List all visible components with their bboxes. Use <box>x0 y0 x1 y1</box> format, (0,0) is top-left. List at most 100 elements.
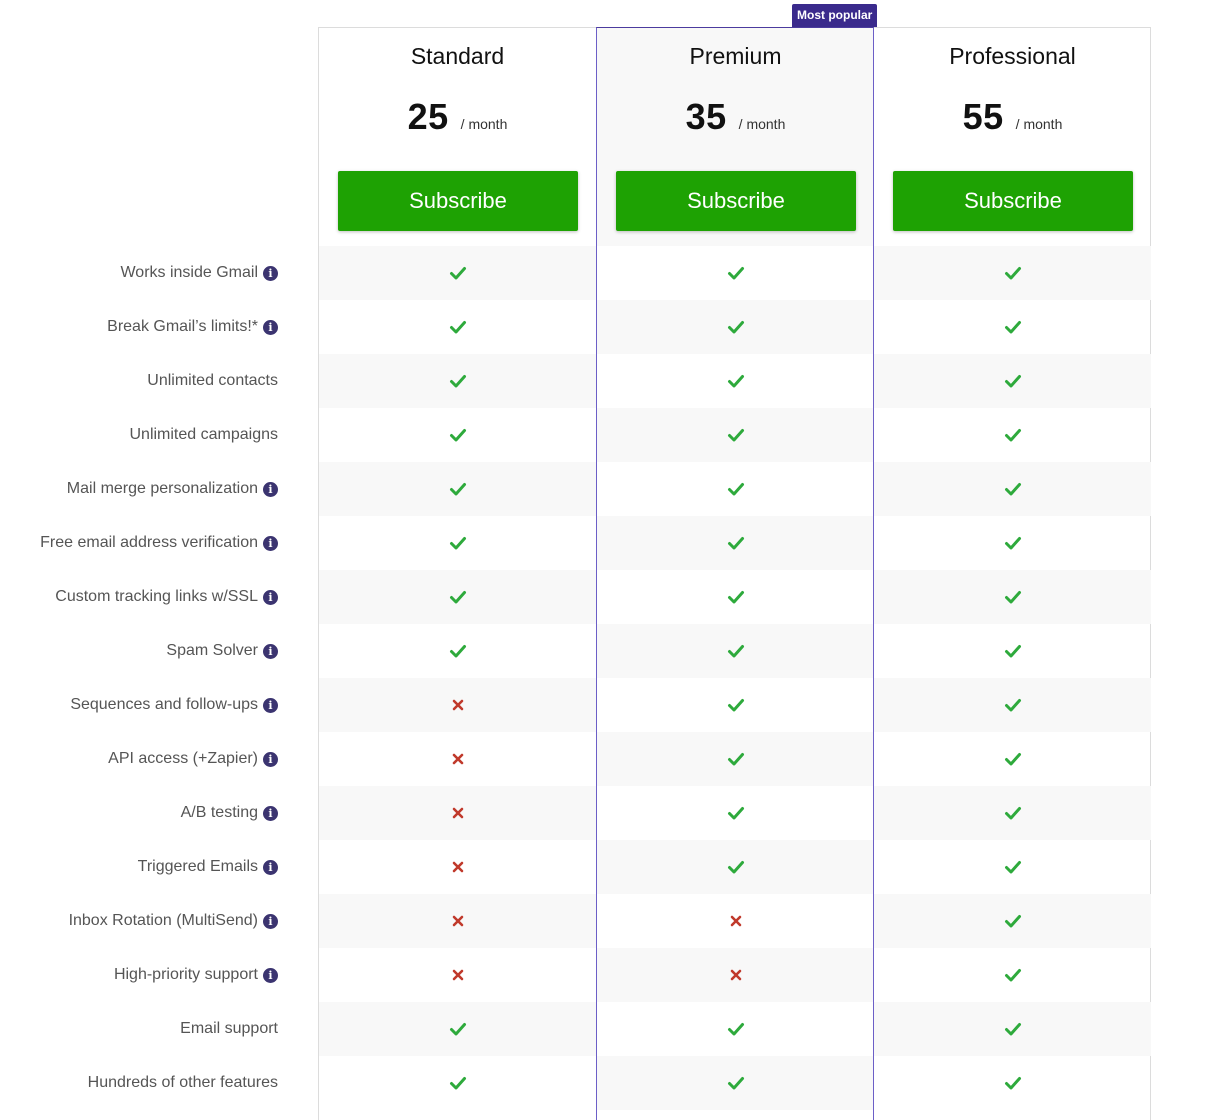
feature-cell-professional <box>874 408 1151 462</box>
feature-label: Sequences and follow-ups i <box>70 678 278 732</box>
feature-label-text: Free email address verification <box>40 534 258 551</box>
feature-label: Free email address verification i <box>40 516 278 570</box>
feature-cell-professional <box>874 354 1151 408</box>
feature-cell-standard <box>319 732 596 786</box>
feature-cell-standard <box>319 462 596 516</box>
plan-price: 25 / month <box>319 96 596 138</box>
feature-label: Email support <box>180 1002 278 1056</box>
feature-cell-premium <box>597 246 874 300</box>
feature-cell-standard <box>319 408 596 462</box>
cross-icon <box>730 969 742 981</box>
check-icon <box>727 534 745 552</box>
plan-price: 35 / month <box>597 96 874 138</box>
check-icon <box>1004 318 1022 336</box>
info-icon[interactable]: i <box>263 697 278 713</box>
feature-label: Unlimited campaigns <box>129 408 278 462</box>
plan-name: Premium <box>689 43 782 69</box>
check-icon <box>449 372 467 390</box>
feature-cell-professional <box>874 624 1151 678</box>
check-icon <box>1004 588 1022 606</box>
feature-label: API access (+Zapier) i <box>108 732 278 786</box>
feature-row: Inbox Rotation (MultiSend) i <box>0 894 1230 948</box>
check-icon <box>727 372 745 390</box>
check-icon <box>727 804 745 822</box>
feature-cell-standard <box>319 570 596 624</box>
feature-cell-professional <box>874 1002 1151 1056</box>
feature-cell-standard <box>319 1002 596 1056</box>
plan-name: Professional <box>949 43 1076 69</box>
feature-cell-professional <box>874 786 1151 840</box>
feature-label: Works inside Gmail i <box>120 246 278 300</box>
feature-row: Triggered Emails i <box>0 840 1230 894</box>
feature-cell-premium <box>597 894 874 948</box>
plan-name: Standard <box>410 43 505 69</box>
feature-cell-professional <box>874 246 1151 300</box>
feature-row: Spam Solver i <box>0 624 1230 678</box>
feature-cell-premium <box>597 678 874 732</box>
feature-cell-premium <box>597 1002 874 1056</box>
info-icon[interactable]: i <box>263 913 278 929</box>
info-icon[interactable]: i <box>263 859 278 875</box>
feature-cell-professional <box>874 732 1151 786</box>
info-icon[interactable]: i <box>263 967 278 983</box>
feature-cell-professional <box>874 1056 1151 1110</box>
feature-label: Unlimited contacts <box>147 354 278 408</box>
check-icon <box>1004 912 1022 930</box>
feature-row: Unlimited contacts <box>0 354 1230 408</box>
feature-cell-professional <box>874 300 1151 354</box>
feature-label-text: Unlimited contacts <box>147 372 278 389</box>
feature-label-text: Works inside Gmail <box>120 264 258 281</box>
info-icon[interactable]: i <box>263 589 278 605</box>
check-icon <box>727 264 745 282</box>
check-icon <box>1004 1074 1022 1092</box>
feature-cell-professional <box>874 948 1151 1002</box>
info-icon[interactable]: i <box>263 751 278 767</box>
check-icon <box>727 480 745 498</box>
info-icon[interactable]: i <box>263 643 278 659</box>
subscribe-standard-button[interactable]: Subscribe <box>338 171 578 231</box>
check-icon <box>727 642 745 660</box>
info-icon[interactable]: i <box>263 265 278 281</box>
cross-icon <box>452 915 464 927</box>
feature-label-text: API access (+Zapier) <box>108 750 258 767</box>
feature-label-text: Custom tracking links w/SSL <box>55 588 258 605</box>
info-icon[interactable]: i <box>263 481 278 497</box>
check-icon <box>449 1020 467 1038</box>
check-icon <box>727 1074 745 1092</box>
feature-label: High-priority support i <box>114 948 278 1002</box>
info-icon[interactable]: i <box>263 535 278 551</box>
feature-cell-standard <box>319 516 596 570</box>
cross-icon <box>452 861 464 873</box>
check-icon <box>1004 966 1022 984</box>
feature-label-text: Email support <box>180 1020 278 1037</box>
subscribe-professional-button[interactable]: Subscribe <box>893 171 1133 231</box>
check-icon <box>449 264 467 282</box>
feature-cell-premium <box>597 300 874 354</box>
check-icon <box>449 642 467 660</box>
feature-row: Break Gmail’s limits!* i <box>0 300 1230 354</box>
feature-cell-premium <box>597 624 874 678</box>
check-icon <box>1004 426 1022 444</box>
feature-row: Email support <box>0 1002 1230 1056</box>
cross-icon <box>452 807 464 819</box>
feature-row: Works inside Gmail i <box>0 246 1230 300</box>
feature-label: Break Gmail’s limits!* i <box>107 300 278 354</box>
plan-professional: Professional 55 / month Subscribe <box>874 28 1151 248</box>
feature-cell-professional <box>874 894 1151 948</box>
feature-cell-standard <box>319 894 596 948</box>
price-amount: 55 <box>962 96 1004 137</box>
feature-cell-premium <box>597 516 874 570</box>
feature-row: Free email address verification i <box>0 516 1230 570</box>
cross-icon <box>730 915 742 927</box>
check-icon <box>1004 858 1022 876</box>
subscribe-premium-button[interactable]: Subscribe <box>616 171 856 231</box>
info-icon[interactable]: i <box>263 805 278 821</box>
info-icon[interactable]: i <box>263 319 278 335</box>
feature-row: Custom tracking links w/SSL i <box>0 570 1230 624</box>
check-icon <box>449 588 467 606</box>
plan-premium: Premium 35 / month Subscribe <box>597 28 874 248</box>
check-icon <box>727 750 745 768</box>
feature-label: Hundreds of other features <box>88 1056 278 1110</box>
feature-cell-professional <box>874 516 1151 570</box>
check-icon <box>449 480 467 498</box>
